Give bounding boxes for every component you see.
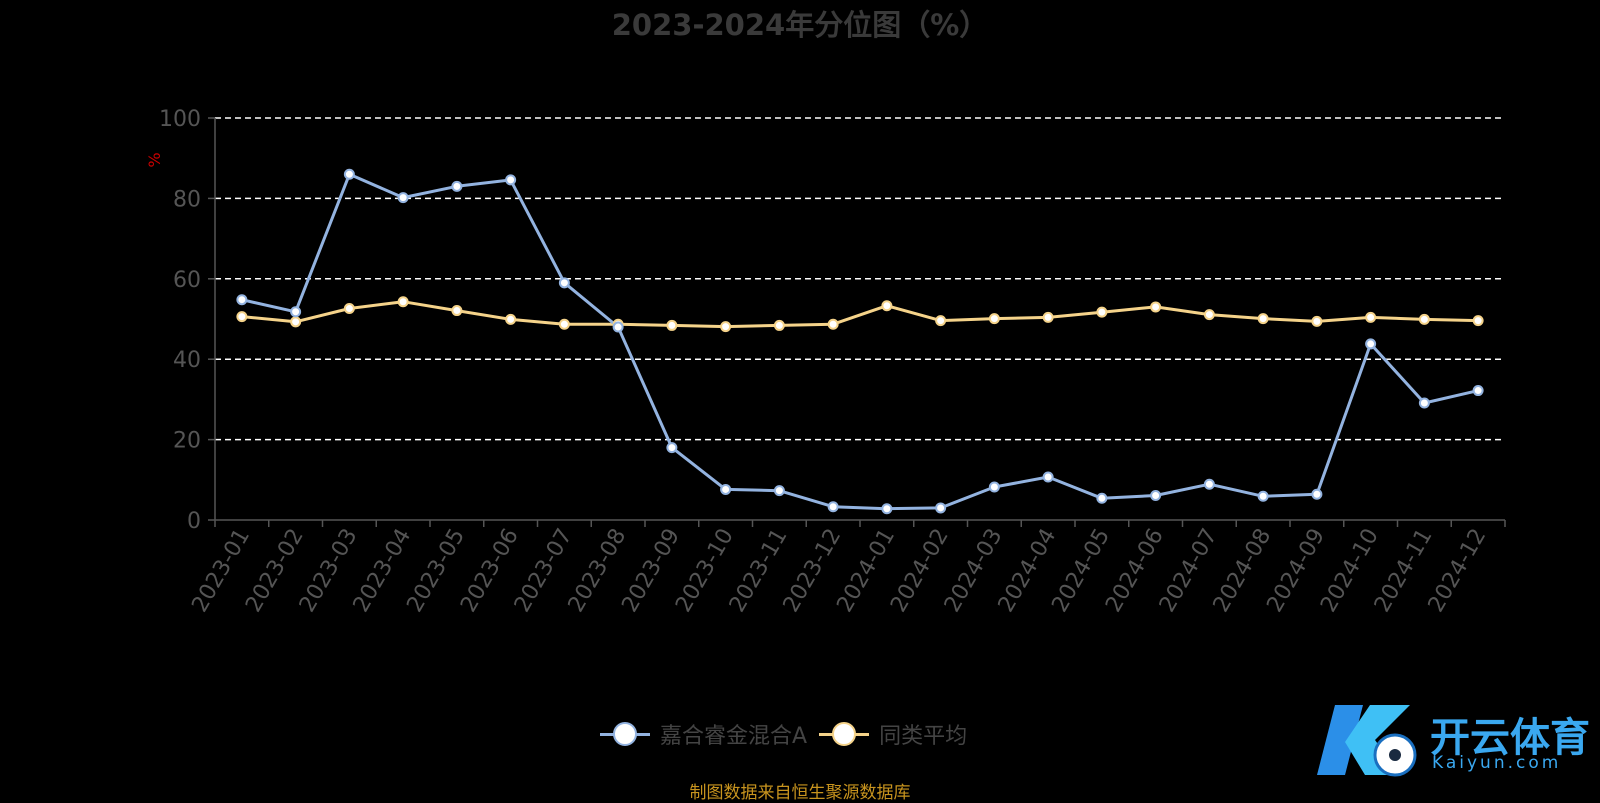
data-point-series-1	[1472, 385, 1484, 397]
axes	[208, 117, 1506, 527]
y-axis-label: %	[145, 152, 164, 167]
legend: 嘉合睿金混合A 同类平均	[600, 718, 967, 750]
data-point-series-1	[666, 442, 678, 454]
data-point-series-2	[558, 318, 570, 330]
data-point-series-2	[881, 300, 893, 312]
data-point-series-2	[505, 313, 517, 325]
line-chart: 0 20 40 60 80 100 2023-012023-022023-032023-0…	[145, 107, 1506, 617]
data-point-series-1	[881, 503, 893, 515]
data-point-series-2	[343, 303, 355, 315]
data-point-series-1	[1042, 471, 1054, 483]
data-point-series-1	[451, 180, 463, 192]
data-point-series-2	[666, 319, 678, 331]
data-point-series-2	[1472, 315, 1484, 327]
legend-dot-series-1	[613, 722, 637, 746]
y-tick-label: 0	[187, 509, 201, 534]
y-tick-label: 80	[173, 187, 201, 212]
watermark-name: 开云体育	[1430, 715, 1590, 761]
data-point-series-1	[612, 321, 624, 333]
legend-item-series-1[interactable]: 嘉合睿金混合A	[600, 718, 807, 750]
grid-lines	[215, 117, 1505, 441]
series-line-2	[241, 300, 1479, 329]
data-point-series-2	[988, 313, 1000, 325]
data-point-series-1	[505, 174, 517, 186]
data-point-series-1	[1311, 488, 1323, 500]
series-points	[236, 168, 1484, 515]
watermark-domain: Kaiyun.com	[1432, 753, 1562, 773]
series-lines	[241, 172, 1479, 511]
data-point-series-2	[720, 321, 732, 333]
data-point-series-2	[1311, 315, 1323, 327]
y-tick-label: 100	[159, 107, 201, 132]
data-point-series-1	[988, 481, 1000, 493]
legend-marker-series-1	[600, 721, 650, 747]
data-point-series-2	[1365, 311, 1377, 323]
watermark-logo-icon	[1317, 705, 1417, 777]
legend-label-series-2: 同类平均	[879, 724, 968, 749]
data-point-series-1	[290, 306, 302, 318]
data-point-series-2	[1257, 313, 1269, 325]
data-point-series-2	[1042, 311, 1054, 323]
y-tick-labels: 0 20 40 60 80 100	[159, 107, 201, 534]
data-point-series-1	[1365, 338, 1377, 350]
data-point-series-2	[827, 318, 839, 330]
data-point-series-1	[343, 168, 355, 180]
legend-dot-series-2	[832, 722, 857, 746]
series-line-1	[241, 172, 1479, 511]
data-point-series-2	[935, 315, 947, 327]
legend-item-series-2[interactable]: 同类平均	[819, 718, 967, 750]
data-point-series-1	[1096, 492, 1108, 504]
data-point-series-1	[935, 502, 947, 514]
data-point-series-1	[1203, 478, 1215, 490]
data-point-series-1	[827, 501, 839, 513]
data-point-series-1	[720, 483, 732, 495]
data-point-series-2	[1150, 301, 1162, 313]
data-point-series-2	[1203, 309, 1215, 321]
data-point-series-1	[558, 277, 570, 289]
data-point-series-1	[1418, 397, 1430, 409]
legend-label-series-1: 嘉合睿金混合A	[660, 724, 808, 749]
data-point-series-1	[236, 294, 248, 306]
x-tick-labels: 2023-012023-022023-032023-042023-052023-…	[187, 525, 1491, 617]
data-point-series-2	[236, 311, 248, 323]
y-tick-label: 40	[173, 348, 201, 373]
chart-title: 2023-2024年分位图（%）	[611, 8, 989, 42]
legend-marker-series-2	[819, 721, 870, 747]
data-point-series-1	[1257, 490, 1269, 502]
data-point-series-1	[773, 485, 785, 497]
data-point-series-2	[290, 316, 302, 328]
data-point-series-2	[1418, 313, 1430, 325]
data-source-note: 制图数据来自恒生聚源数据库	[689, 783, 911, 803]
data-point-series-2	[451, 305, 463, 317]
data-point-series-1	[1150, 489, 1162, 501]
y-tick-label: 20	[173, 429, 201, 454]
data-point-series-2	[397, 296, 409, 308]
data-point-series-2	[773, 319, 785, 331]
y-tick-label: 60	[173, 268, 201, 293]
data-point-series-2	[1096, 306, 1108, 318]
data-point-series-1	[397, 192, 409, 204]
